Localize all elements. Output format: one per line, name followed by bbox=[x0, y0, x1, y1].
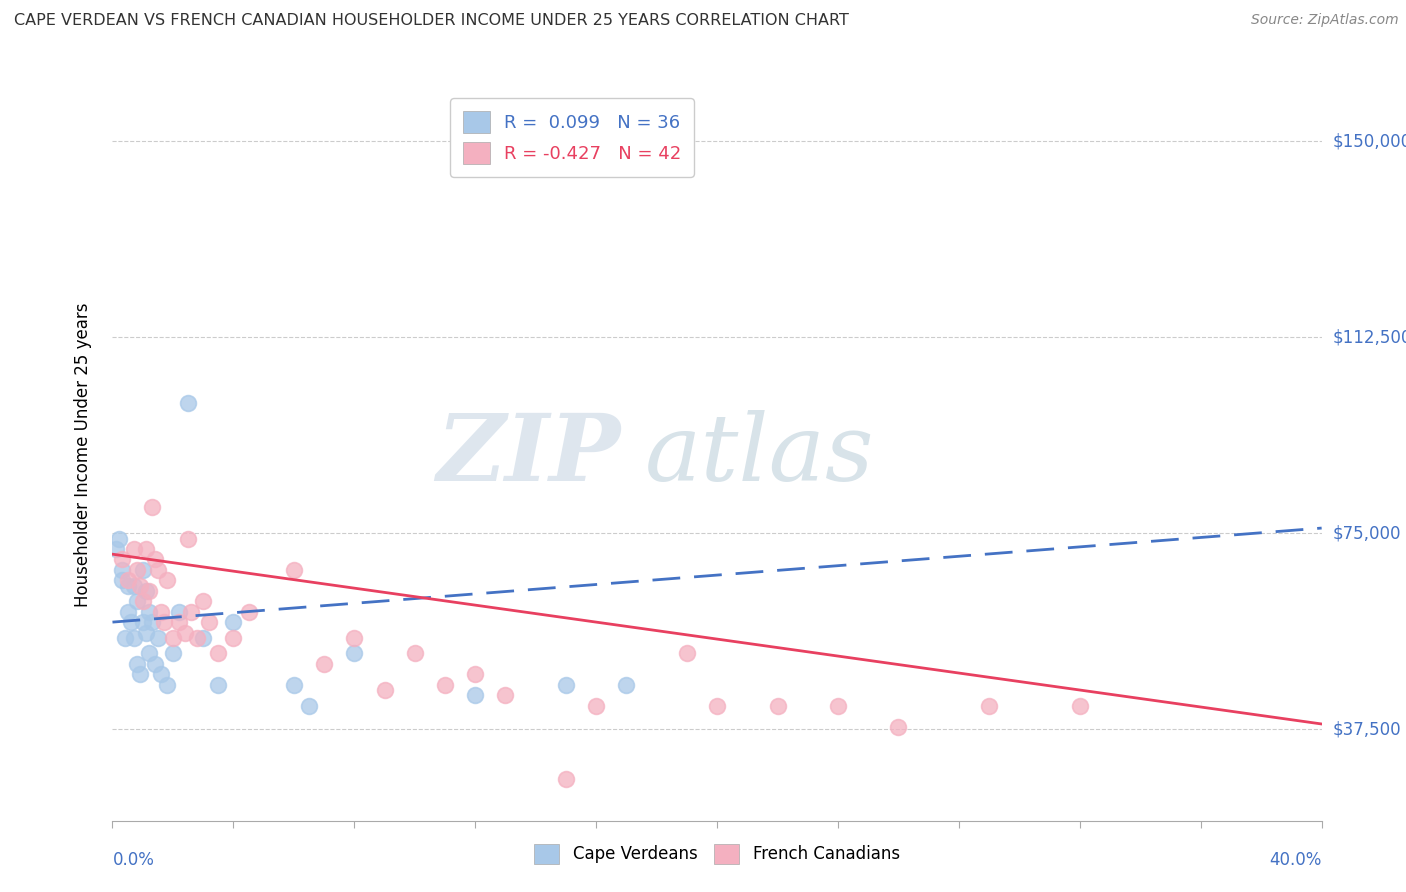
Point bbox=[125, 594, 148, 608]
Point bbox=[314, 657, 336, 671]
Point bbox=[104, 541, 127, 556]
Point bbox=[198, 615, 221, 629]
Text: $150,000: $150,000 bbox=[1333, 132, 1406, 151]
Point bbox=[343, 631, 366, 645]
Legend: Cape Verdeans, French Canadians: Cape Verdeans, French Canadians bbox=[527, 838, 907, 871]
Point bbox=[138, 583, 160, 598]
Point bbox=[120, 615, 142, 629]
Point bbox=[162, 631, 184, 645]
Point bbox=[675, 647, 697, 661]
Point bbox=[110, 574, 132, 588]
Text: Source: ZipAtlas.com: Source: ZipAtlas.com bbox=[1251, 13, 1399, 28]
Point bbox=[153, 615, 176, 629]
Point bbox=[146, 631, 169, 645]
Point bbox=[283, 563, 305, 577]
Point bbox=[141, 500, 163, 515]
Point bbox=[433, 678, 456, 692]
Point bbox=[207, 647, 229, 661]
Point bbox=[766, 698, 789, 713]
Point bbox=[135, 625, 157, 640]
Text: $37,500: $37,500 bbox=[1333, 720, 1402, 739]
Point bbox=[114, 631, 136, 645]
Point bbox=[138, 605, 160, 619]
Point bbox=[706, 698, 728, 713]
Text: CAPE VERDEAN VS FRENCH CANADIAN HOUSEHOLDER INCOME UNDER 25 YEARS CORRELATION CH: CAPE VERDEAN VS FRENCH CANADIAN HOUSEHOL… bbox=[14, 13, 849, 29]
Point bbox=[283, 678, 305, 692]
Point bbox=[146, 563, 169, 577]
Point bbox=[138, 647, 160, 661]
Point bbox=[156, 574, 179, 588]
Point bbox=[149, 605, 172, 619]
Point bbox=[207, 678, 229, 692]
Point bbox=[122, 578, 145, 592]
Point bbox=[238, 605, 260, 619]
Point bbox=[177, 395, 200, 409]
Point bbox=[887, 720, 910, 734]
Point bbox=[143, 657, 166, 671]
Point bbox=[222, 615, 245, 629]
Point bbox=[125, 657, 148, 671]
Point bbox=[125, 563, 148, 577]
Point bbox=[132, 594, 155, 608]
Point bbox=[374, 683, 396, 698]
Point bbox=[128, 667, 150, 681]
Point bbox=[404, 647, 426, 661]
Point bbox=[143, 552, 166, 566]
Point bbox=[156, 678, 179, 692]
Point bbox=[122, 541, 145, 556]
Point bbox=[174, 625, 197, 640]
Point bbox=[827, 698, 849, 713]
Point bbox=[162, 647, 184, 661]
Point bbox=[343, 647, 366, 661]
Point bbox=[107, 532, 129, 546]
Text: 0.0%: 0.0% bbox=[112, 851, 155, 869]
Point bbox=[977, 698, 1000, 713]
Point bbox=[464, 667, 486, 681]
Point bbox=[132, 615, 155, 629]
Point bbox=[186, 631, 208, 645]
Point bbox=[132, 563, 155, 577]
Text: $75,000: $75,000 bbox=[1333, 524, 1402, 542]
Point bbox=[554, 772, 576, 786]
Point bbox=[167, 615, 190, 629]
Point bbox=[464, 688, 486, 702]
Point bbox=[191, 631, 214, 645]
Point bbox=[554, 678, 576, 692]
Point bbox=[110, 552, 132, 566]
Point bbox=[177, 532, 200, 546]
Point bbox=[117, 578, 139, 592]
Point bbox=[110, 563, 132, 577]
Text: $112,500: $112,500 bbox=[1333, 328, 1406, 346]
Point bbox=[298, 698, 321, 713]
Point bbox=[191, 594, 214, 608]
Point bbox=[1069, 698, 1091, 713]
Point bbox=[135, 541, 157, 556]
Point bbox=[117, 605, 139, 619]
Point bbox=[167, 605, 190, 619]
Point bbox=[135, 583, 157, 598]
Point bbox=[141, 615, 163, 629]
Text: ZIP: ZIP bbox=[436, 410, 620, 500]
Text: atlas: atlas bbox=[644, 410, 875, 500]
Point bbox=[222, 631, 245, 645]
Point bbox=[180, 605, 202, 619]
Point bbox=[122, 631, 145, 645]
Text: 40.0%: 40.0% bbox=[1270, 851, 1322, 869]
Point bbox=[585, 698, 607, 713]
Point bbox=[616, 678, 638, 692]
Point bbox=[495, 688, 517, 702]
Point bbox=[117, 574, 139, 588]
Point bbox=[128, 578, 150, 592]
Point bbox=[149, 667, 172, 681]
Y-axis label: Householder Income Under 25 years: Householder Income Under 25 years bbox=[73, 302, 91, 607]
